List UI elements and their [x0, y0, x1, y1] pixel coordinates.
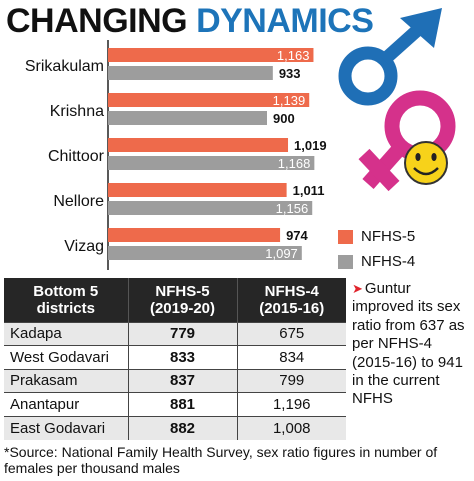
header-line: districts	[36, 299, 95, 317]
bar-nfhs5	[108, 93, 310, 107]
data-label: 1,097	[265, 246, 298, 261]
header-line: NFHS-5	[155, 282, 210, 300]
smiley-icon	[404, 141, 448, 185]
chart-legend: NFHS-5 NFHS-4	[338, 224, 415, 274]
title-part-1: CHANGING	[6, 2, 188, 40]
header-line: (2019-20)	[149, 299, 216, 317]
legend-item-nfhs5: NFHS-5	[338, 224, 415, 249]
table-cell-nfhs4: 799	[237, 368, 346, 393]
bar-chart: Srikakulam 1,163 933 Krishna 1,139 900 Chittoo…	[25, 40, 327, 270]
bar-nfhs5	[108, 228, 281, 242]
gender-symbols-illustration	[338, 8, 456, 192]
table-cell-district: West Godavari	[4, 345, 129, 369]
header-line: (2015-16)	[259, 299, 325, 317]
table-cell-district: Anantapur	[4, 392, 129, 416]
header-line: Bottom 5	[33, 282, 99, 300]
bar-nfhs5	[108, 48, 314, 62]
bar-nfhs4	[108, 156, 315, 170]
title-part-2: DYNAMICS	[196, 2, 374, 40]
data-label: 1,163	[277, 48, 310, 63]
male-symbol-icon	[338, 8, 442, 106]
category-label: Krishna	[50, 103, 104, 120]
table-row: Kadapa 779 675	[4, 321, 346, 346]
table-cell-nfhs5: 833	[128, 345, 238, 369]
table-cell-nfhs4: 675	[237, 321, 346, 346]
table-cell-nfhs5: 779	[128, 321, 238, 346]
page-title: CHANGING DYNAMICS	[6, 2, 374, 42]
data-label: 1,168	[278, 156, 311, 171]
bar-nfhs5	[108, 183, 287, 197]
table-cell-district: Kadapa	[4, 321, 129, 346]
category-label: Nellore	[53, 193, 104, 210]
data-label: 1,011	[293, 183, 325, 198]
data-label: 1,156	[276, 201, 309, 216]
bar-nfhs4	[108, 246, 302, 260]
table-header-district: Bottom 5 districts	[4, 278, 129, 322]
table-cell-nfhs4: 834	[237, 345, 346, 369]
bottom-districts-table: Bottom 5 districts NFHS-5 (2019-20) NFHS…	[4, 278, 346, 441]
guntur-note: ➤ Guntur improved its sex ratio from 637 …	[352, 280, 470, 409]
table-row: Prakasam 837 799	[4, 368, 346, 393]
data-label: 1,139	[273, 93, 306, 108]
legend-label-nfhs5: NFHS-5	[361, 228, 416, 245]
table-cell-district: East Godavari	[4, 415, 129, 440]
table-row: West Godavari 833 834	[4, 345, 346, 369]
legend-label-nfhs4: NFHS-4	[361, 253, 416, 270]
data-label: 1,019	[294, 138, 327, 153]
table-cell-nfhs5: 881	[128, 392, 238, 416]
table-cell-nfhs5: 837	[128, 368, 238, 393]
bar-nfhs4	[108, 111, 267, 125]
category-label: Vizag	[64, 238, 104, 255]
table-row: East Godavari 882 1,008	[4, 415, 346, 440]
bar-nfhs4	[108, 201, 313, 215]
table-header-nfhs5: NFHS-5 (2019-20)	[128, 278, 238, 322]
legend-swatch-nfhs4	[338, 254, 353, 269]
data-label: 900	[273, 111, 295, 126]
table-header-row: Bottom 5 districts NFHS-5 (2019-20) NFHS…	[4, 278, 346, 322]
data-label: 974	[286, 228, 308, 243]
bar-nfhs5	[108, 138, 289, 152]
table-row: Anantapur 881 1,196	[4, 392, 346, 416]
table-cell-nfhs5: 882	[128, 415, 238, 440]
category-label: Srikakulam	[25, 58, 104, 75]
legend-swatch-nfhs5	[338, 229, 353, 244]
note-text: Guntur improved its sex ratio from 637 a…	[352, 280, 465, 408]
data-label: 933	[279, 66, 301, 81]
header-line: NFHS-4	[264, 282, 319, 300]
table-header-nfhs4: NFHS-4 (2015-16)	[237, 278, 346, 322]
table-cell-district: Prakasam	[4, 368, 129, 393]
table-cell-nfhs4: 1,196	[237, 392, 346, 416]
arrow-icon: ➤	[352, 281, 363, 296]
legend-item-nfhs4: NFHS-4	[338, 249, 415, 274]
table-cell-nfhs4: 1,008	[237, 415, 346, 440]
bar-nfhs4	[108, 66, 273, 80]
source-footnote: *Source: National Family Health Survey, …	[4, 444, 438, 476]
category-label: Chittoor	[48, 148, 105, 165]
